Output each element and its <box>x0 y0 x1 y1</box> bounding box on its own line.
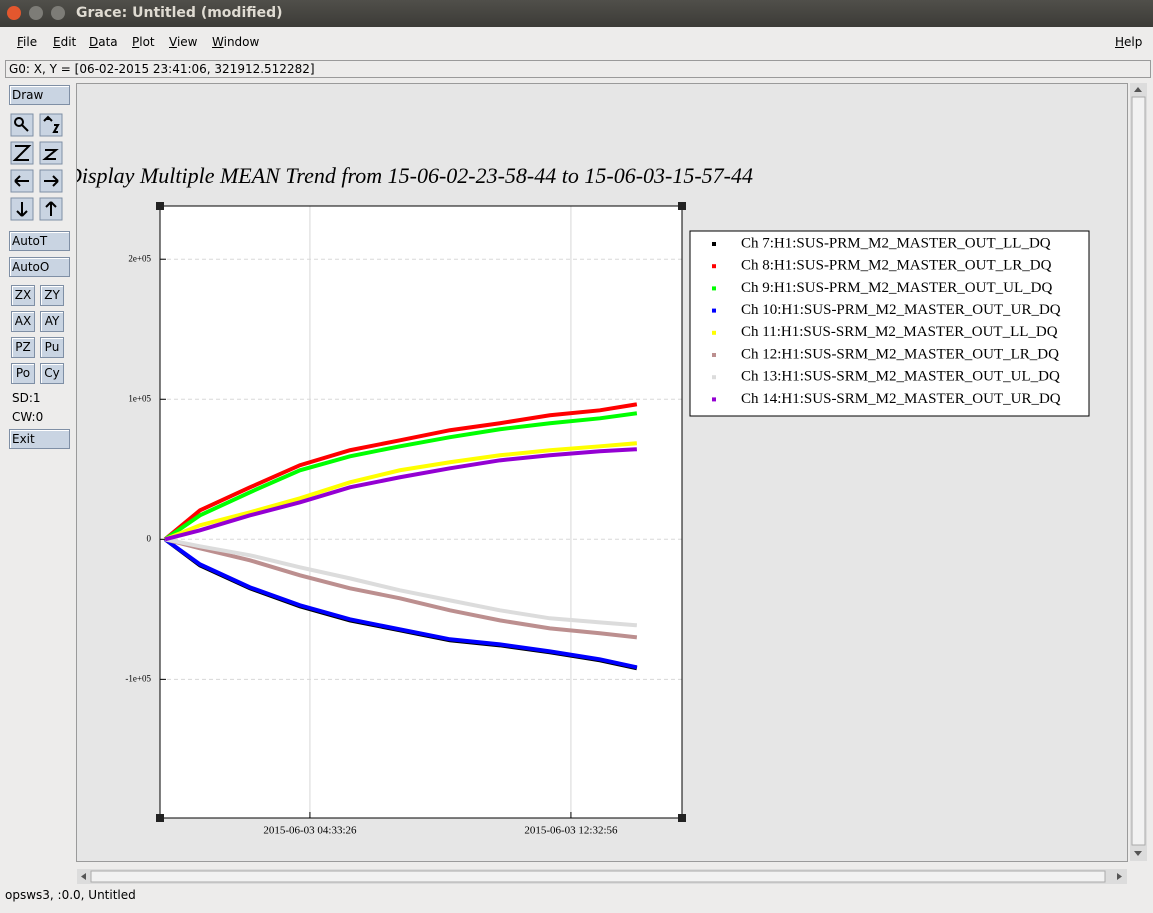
close-button[interactable] <box>7 6 21 20</box>
series-line <box>163 411 638 541</box>
frame-handle <box>678 814 686 822</box>
icon-buttons <box>10 113 63 221</box>
y-tick-label: 2e+05 <box>128 253 151 263</box>
frame-handle <box>678 202 686 210</box>
chart-title: Display Multiple MEAN Trend from 15-06-0… <box>77 163 753 188</box>
legend-label: Ch 13:H1:SUS-SRM_M2_MASTER_OUT_UL_DQ <box>741 369 1060 385</box>
tool-button[interactable]: AX <box>11 311 35 332</box>
tool-button[interactable]: Cy <box>40 363 64 384</box>
y-tick-label: 0 <box>147 533 152 543</box>
x-tick-label: 2015-06-03 12:32:56 <box>524 825 618 837</box>
exit-button[interactable]: Exit <box>9 429 70 449</box>
vertical-scrollbar[interactable] <box>1130 83 1147 861</box>
horizontal-scrollbar[interactable] <box>77 869 1127 884</box>
frame-handle <box>156 202 164 210</box>
menu-item[interactable]: View <box>169 35 198 49</box>
series-line <box>164 537 638 640</box>
legend-box <box>689 230 1090 417</box>
legend-label: Ch 12:H1:SUS-SRM_M2_MASTER_OUT_LR_DQ <box>741 346 1059 362</box>
legend-label: Ch 8:H1:SUS-PRM_M2_MASTER_OUT_LR_DQ <box>741 258 1052 274</box>
menu-item[interactable]: Plot <box>132 35 155 49</box>
frame-handle <box>156 814 164 822</box>
legend-label: Ch 11:H1:SUS-SRM_M2_MASTER_OUT_LL_DQ <box>741 324 1058 340</box>
series-line <box>164 447 637 542</box>
menu-item[interactable]: Data <box>89 35 118 49</box>
legend-marker <box>712 264 716 269</box>
menu-item[interactable]: Edit <box>53 35 77 49</box>
legend-marker <box>712 286 716 291</box>
cw-label: CW:0 <box>12 410 44 424</box>
maximize-button[interactable] <box>51 6 65 20</box>
autoo-button[interactable]: AutoO <box>9 257 70 277</box>
y-tick-label: -1e+05 <box>125 673 151 683</box>
autot-button[interactable]: AutoT <box>9 231 70 251</box>
series-line <box>163 537 638 670</box>
tool-button[interactable]: AY <box>40 311 64 332</box>
draw-button[interactable]: Draw <box>9 85 70 105</box>
legend-marker <box>712 308 716 313</box>
minimize-button[interactable] <box>29 6 43 20</box>
window-title: Grace: Untitled (modified) <box>76 5 283 21</box>
legend-marker <box>712 330 716 335</box>
menu-item[interactable]: Window <box>212 35 260 49</box>
series-line <box>163 402 638 541</box>
locator: G0: X, Y = [06-02-2015 23:41:06, 321912.… <box>5 60 1151 78</box>
tool-button[interactable]: PZ <box>11 337 35 358</box>
legend-marker <box>712 242 716 246</box>
legend-marker <box>712 353 716 357</box>
legend-label: Ch 10:H1:SUS-PRM_M2_MASTER_OUT_UR_DQ <box>741 302 1061 318</box>
menu-item[interactable]: Help <box>1115 35 1143 49</box>
canvas: Display Multiple MEAN Trend from 15-06-0… <box>76 83 1128 862</box>
tool-button[interactable]: ZX <box>11 285 35 306</box>
legend-marker <box>712 397 716 402</box>
title-bar: Grace: Untitled (modified) <box>0 0 1153 27</box>
y-tick-label: 1e+05 <box>128 393 151 403</box>
menu-item[interactable]: File <box>17 35 38 49</box>
tool-button[interactable]: Po <box>11 363 35 384</box>
tool-button[interactable]: ZY <box>40 285 64 306</box>
legend-label: Ch 9:H1:SUS-PRM_M2_MASTER_OUT_UL_DQ <box>741 280 1052 296</box>
menu-bar: Help File Edit Data Plot View Window <box>0 27 1153 57</box>
legend-marker <box>712 375 716 380</box>
x-tick-label: 2015-06-03 04:33:26 <box>263 825 357 837</box>
legend-label: Ch 14:H1:SUS-SRM_M2_MASTER_OUT_UR_DQ <box>741 391 1061 407</box>
status-bar: opsws3, :0.0, Untitled <box>5 888 136 902</box>
chart: Display Multiple MEAN Trend from 15-06-0… <box>77 163 1090 837</box>
series-line <box>164 537 638 628</box>
series-line <box>164 441 638 542</box>
toolbar: Draw AutoT AutoO ZX ZY AX AY PZ Pu Po Cy SD:1 C… <box>0 80 74 880</box>
sd-label: SD:1 <box>12 391 41 405</box>
legend-label: Ch 7:H1:SUS-PRM_M2_MASTER_OUT_LL_DQ <box>741 235 1051 251</box>
tool-button[interactable]: Pu <box>40 337 64 358</box>
plot-frame <box>159 205 683 819</box>
plot-area <box>160 206 682 818</box>
